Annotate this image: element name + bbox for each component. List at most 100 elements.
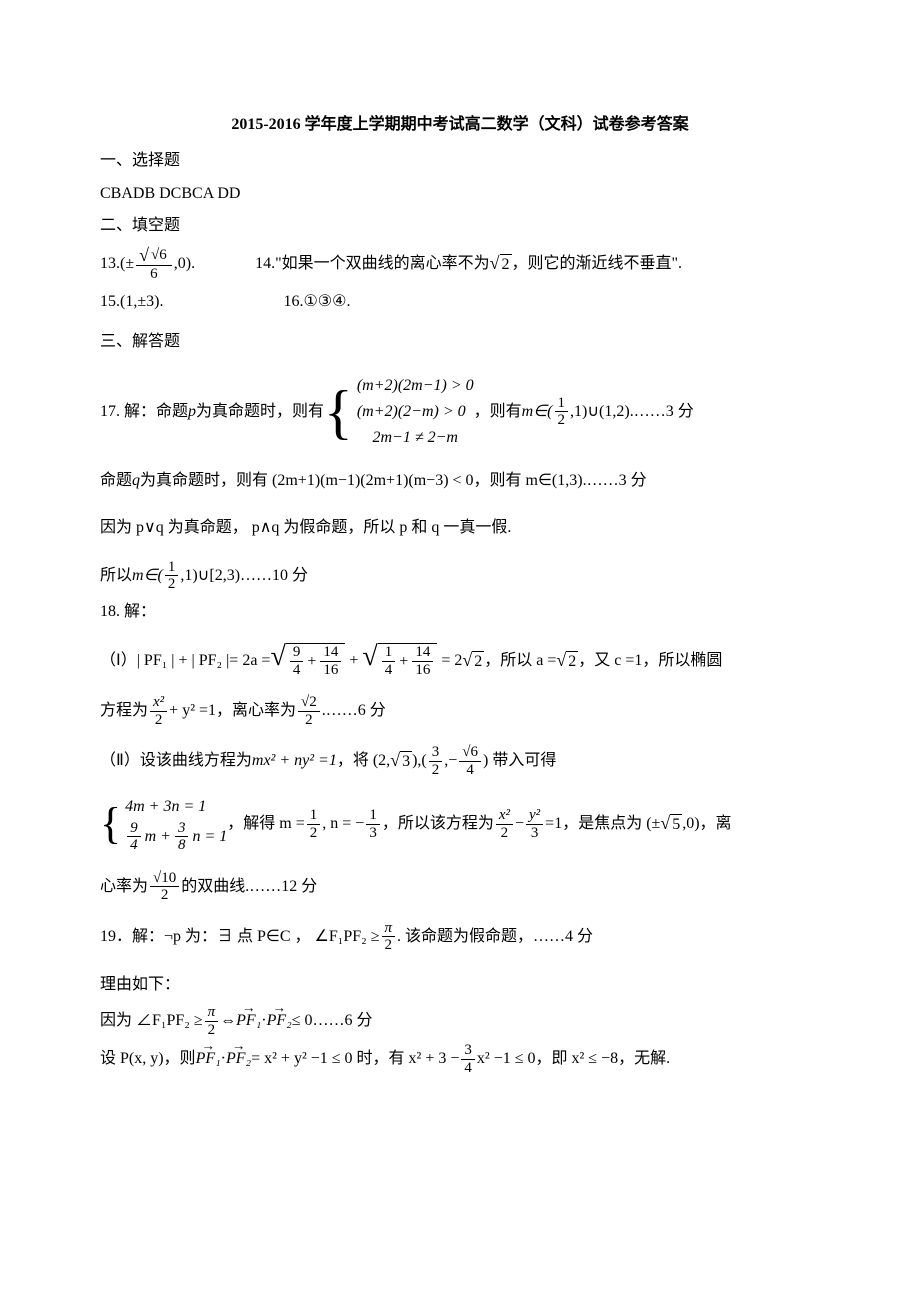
q18-after3: ，所以该方程为 xyxy=(382,809,494,839)
q16-value: ①③④. xyxy=(303,287,350,317)
q18-p2-l3b: 的双曲线. xyxy=(181,872,249,902)
q17-line2: 命题 q 为真命题时，则有 (2m+1)(m−1)(2m+1)(m−3) < 0… xyxy=(100,466,820,496)
q13-mid: ,0). xyxy=(174,249,195,279)
q18-sys-r2: 94 m + 38 n = 1 xyxy=(125,820,227,854)
q14-label: 14. xyxy=(255,249,275,279)
q15-label: 15. xyxy=(100,287,120,317)
q18-p2-l3a: 心率为 xyxy=(100,872,148,902)
q13-label: 13. xyxy=(100,249,120,279)
q17-sys-r2: (m+2)(2−m) > 0 xyxy=(357,399,474,425)
q17-sys-r3: 2m−1 ≠ 2−m xyxy=(357,425,474,451)
q18-p2-score: ……12 分 xyxy=(249,872,317,902)
q19-line4: 设 P(x, y)，则 PF₁ · PF₂ = x² + y² −1 ≤ 0 时… xyxy=(100,1042,820,1076)
q19-score1: ……4 分 xyxy=(533,922,593,952)
q17-lead2: 为真命题时，则有 xyxy=(196,397,324,427)
page-container: 2015-2016 学年度上学期期中考试高二数学（文科）试卷参考答案 一、选择题… xyxy=(0,0,920,1302)
q17-frac1: 1 2 xyxy=(555,395,569,429)
doc-title: 2015-2016 学年度上学期期中考试高二数学（文科）试卷参考答案 xyxy=(100,110,820,140)
q17-l3: 因为 p∨q 为真命题， p∧q 为假命题，所以 p 和 q 一真一假. xyxy=(100,519,511,536)
q18-sqrt5: √5 xyxy=(660,814,682,834)
q19-l4b: = x² + y² −1 ≤ 0 时，有 x² + 3 − xyxy=(251,1044,459,1074)
q19-l4a: 设 P(x, y)，则 xyxy=(100,1044,196,1074)
q14-tail: ，则它的渐近线不垂直". xyxy=(512,249,683,279)
q15-q16-row: 15. (1,±3). 16. ①③④. xyxy=(100,287,820,317)
q18-after5: ,0)，离 xyxy=(682,809,731,839)
q19-line1: 19．解：¬p 为：∃ 点 P∈C ， ∠F₁PF₂ ≥ π2 . 该命题为假命… xyxy=(100,920,820,954)
q19-line2: 理由如下： xyxy=(100,970,820,1000)
q18-p2-mid3: ,− xyxy=(444,746,457,776)
q18-fx: x²2 xyxy=(496,807,513,841)
q19-lead: 19．解：¬p 为：∃ 点 P∈C ， ∠F₁PF₂ ≥ xyxy=(100,922,380,952)
q19-l4c: x² −1 ≤ 0，即 x² ≤ −8，无解. xyxy=(477,1044,670,1074)
q13-q14-row: 13. (± √√6 6 ,0). 14. "如果一个双曲线的离心率不为 √2 … xyxy=(100,246,820,283)
q19-vec3: PF₁ xyxy=(196,1044,221,1074)
q19-vec4: PF₂ xyxy=(226,1044,251,1074)
q17-score1: ……3 分 xyxy=(634,397,694,427)
q18-p1-lead: （Ⅰ）| PF₁ | + | PF₂ |= 2a = xyxy=(100,646,270,676)
q17-system: { (m+2)(2m−1) > 0 (m+2)(2−m) > 0 2m−1 ≠ … xyxy=(324,373,474,450)
q14-sqrt: √2 xyxy=(490,254,512,274)
q18-sqrt2: √ 14 + 1416 xyxy=(362,643,437,678)
q18-sqrt1: √ 94 + 1416 xyxy=(270,643,345,678)
q19-vec2: PF₂ xyxy=(267,1006,292,1036)
q18-l2a: 方程为 xyxy=(100,696,148,726)
q18-head: 18. 解： xyxy=(100,597,820,627)
q18-minus: − xyxy=(515,809,524,839)
q17-l2a: 命题 xyxy=(100,466,132,496)
q17-frac2: 1 2 xyxy=(165,559,179,593)
q18-sqrt3: √3 xyxy=(390,751,412,771)
q17-p: p xyxy=(188,397,196,427)
q18-p2x: 3 2 xyxy=(429,744,443,778)
q18-p2-mid2: ),( xyxy=(412,746,427,776)
q18-p2-line2: { 4m + 3n = 1 94 m + 38 n = 1 ，解得 m = 12… xyxy=(100,794,820,854)
q17-q: q xyxy=(132,466,140,496)
q17-l4a: 所以 xyxy=(100,561,132,591)
q18-e2: √102 xyxy=(150,870,179,904)
q18-eq: = 2 xyxy=(441,646,462,676)
q19-score2: ……6 分 xyxy=(312,1006,372,1036)
q19-pi: π2 xyxy=(382,920,396,954)
q18-fracx: x² 2 xyxy=(150,694,167,728)
q18-p2-line1: （Ⅱ）设该曲线方程为 mx² + ny² =1 ，将 (2, √3 ),( 3 … xyxy=(100,744,820,778)
q19-le: ≤ 0 xyxy=(292,1006,313,1036)
q18-p1-line1: （Ⅰ）| PF₁ | + | PF₂ |= 2a = √ 94 + 1416 +… xyxy=(100,643,820,678)
q18-p1-line2: 方程为 x² 2 + y² =1，离心率为 √2 2 . ……6 分 xyxy=(100,694,820,728)
q17-r1b: ,1)∪(1,2). xyxy=(570,397,634,427)
q18-tail1: ，所以 a = xyxy=(484,646,556,676)
q18-after4: =1，是焦点为 (± xyxy=(545,809,660,839)
section1-answers: CBADB DCBCA DD xyxy=(100,179,820,209)
q18-p2-eq: mx² + ny² =1 xyxy=(252,746,337,776)
q18-p2-system: { 4m + 3n = 1 94 m + 38 n = 1 xyxy=(100,794,227,854)
q18-after2: , n = − xyxy=(322,809,364,839)
q17-l2b: 为真命题时，则有 (2m+1)(m−1)(2m+1)(m−3) < 0，则有 m… xyxy=(140,466,587,496)
q19-l3a: 因为 ∠F₁PF₂ ≥ xyxy=(100,1006,203,1036)
q19-tail: . 该命题为假命题， xyxy=(397,922,533,952)
q18-sqrt2b: √2 xyxy=(462,651,484,671)
q13-frac: √√6 6 xyxy=(136,246,172,283)
q17-r1a: m∈( xyxy=(522,397,553,427)
q15-value: (1,±3). xyxy=(120,287,163,317)
q18-p2-mid: ，将 (2, xyxy=(337,746,390,776)
q18-l2b: + y² =1，离心率为 xyxy=(169,696,296,726)
q18-sys-r1: 4m + 3n = 1 xyxy=(125,794,227,820)
q18-nf: 13 xyxy=(366,807,380,841)
section1-heading: 一、选择题 xyxy=(100,146,820,176)
q17-score3: ……10 分 xyxy=(240,561,308,591)
q18-p2-line3: 心率为 √102 的双曲线. ……12 分 xyxy=(100,870,820,904)
q13-prefix: (± xyxy=(120,249,134,279)
q17-l4c: ,1)∪[2,3) xyxy=(180,561,240,591)
q17-line3: 因为 p∨q 为真命题， p∧q 为假命题，所以 p 和 q 一真一假. xyxy=(100,513,820,543)
q17-score2: ……3 分 xyxy=(587,466,647,496)
q16-label: 16. xyxy=(283,287,303,317)
section3-heading: 三、解答题 xyxy=(100,327,820,357)
q18-ecc: √2 2 xyxy=(298,694,320,728)
q18-p1-score: ……6 分 xyxy=(326,696,386,726)
q14-text: "如果一个双曲线的离心率不为 xyxy=(275,249,490,279)
q18-sqrta: √2 xyxy=(556,651,578,671)
section2-heading: 二、填空题 xyxy=(100,211,820,241)
q18-mf: 12 xyxy=(307,807,321,841)
q18-after: ，解得 m = xyxy=(227,809,304,839)
q19-cf: 34 xyxy=(461,1042,475,1076)
q18-tail2: ，又 c =1，所以椭圆 xyxy=(578,646,722,676)
q18-p2y: √6 4 xyxy=(459,744,481,778)
